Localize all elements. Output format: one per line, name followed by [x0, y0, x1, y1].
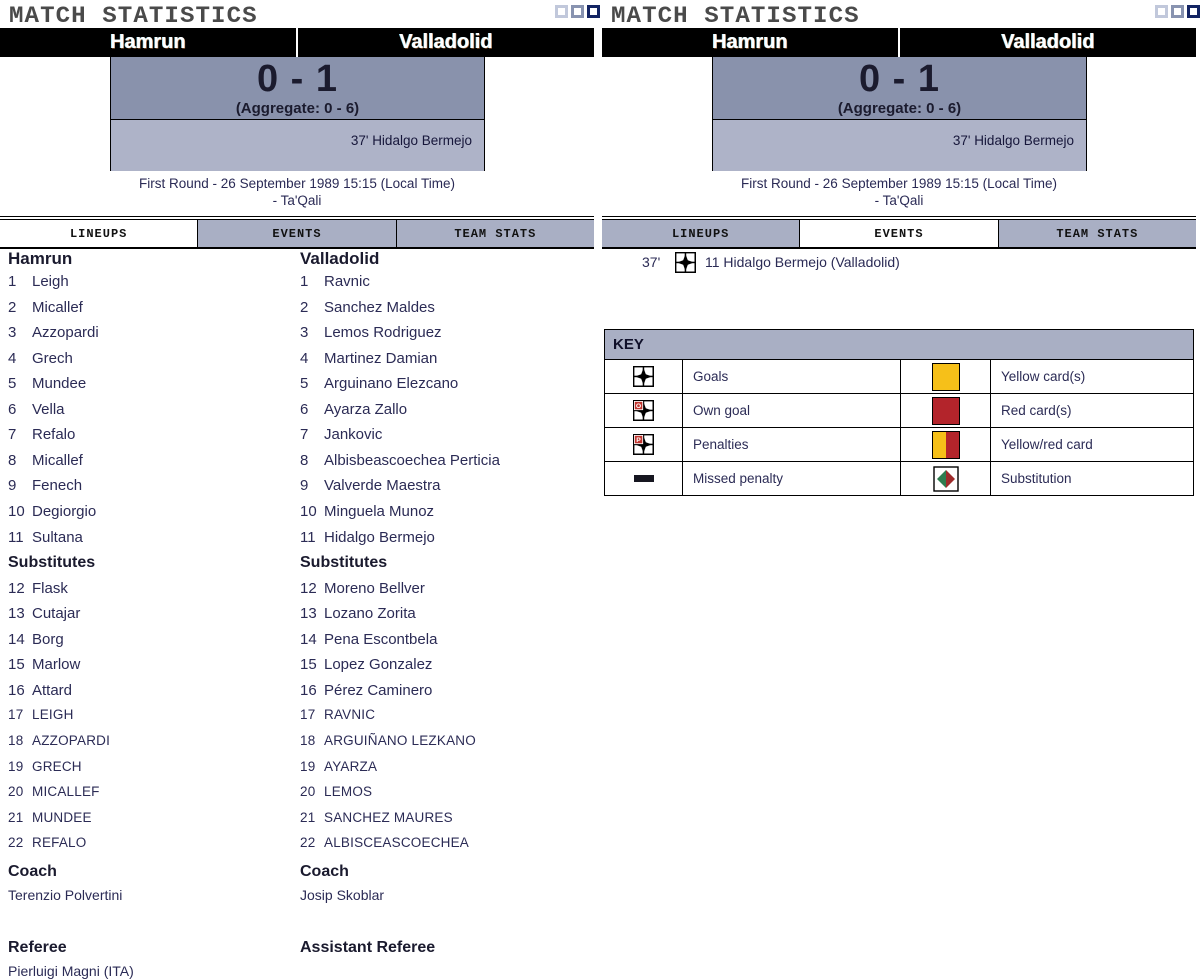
svg-text:P: P — [636, 437, 641, 444]
svg-text:O: O — [636, 403, 641, 410]
